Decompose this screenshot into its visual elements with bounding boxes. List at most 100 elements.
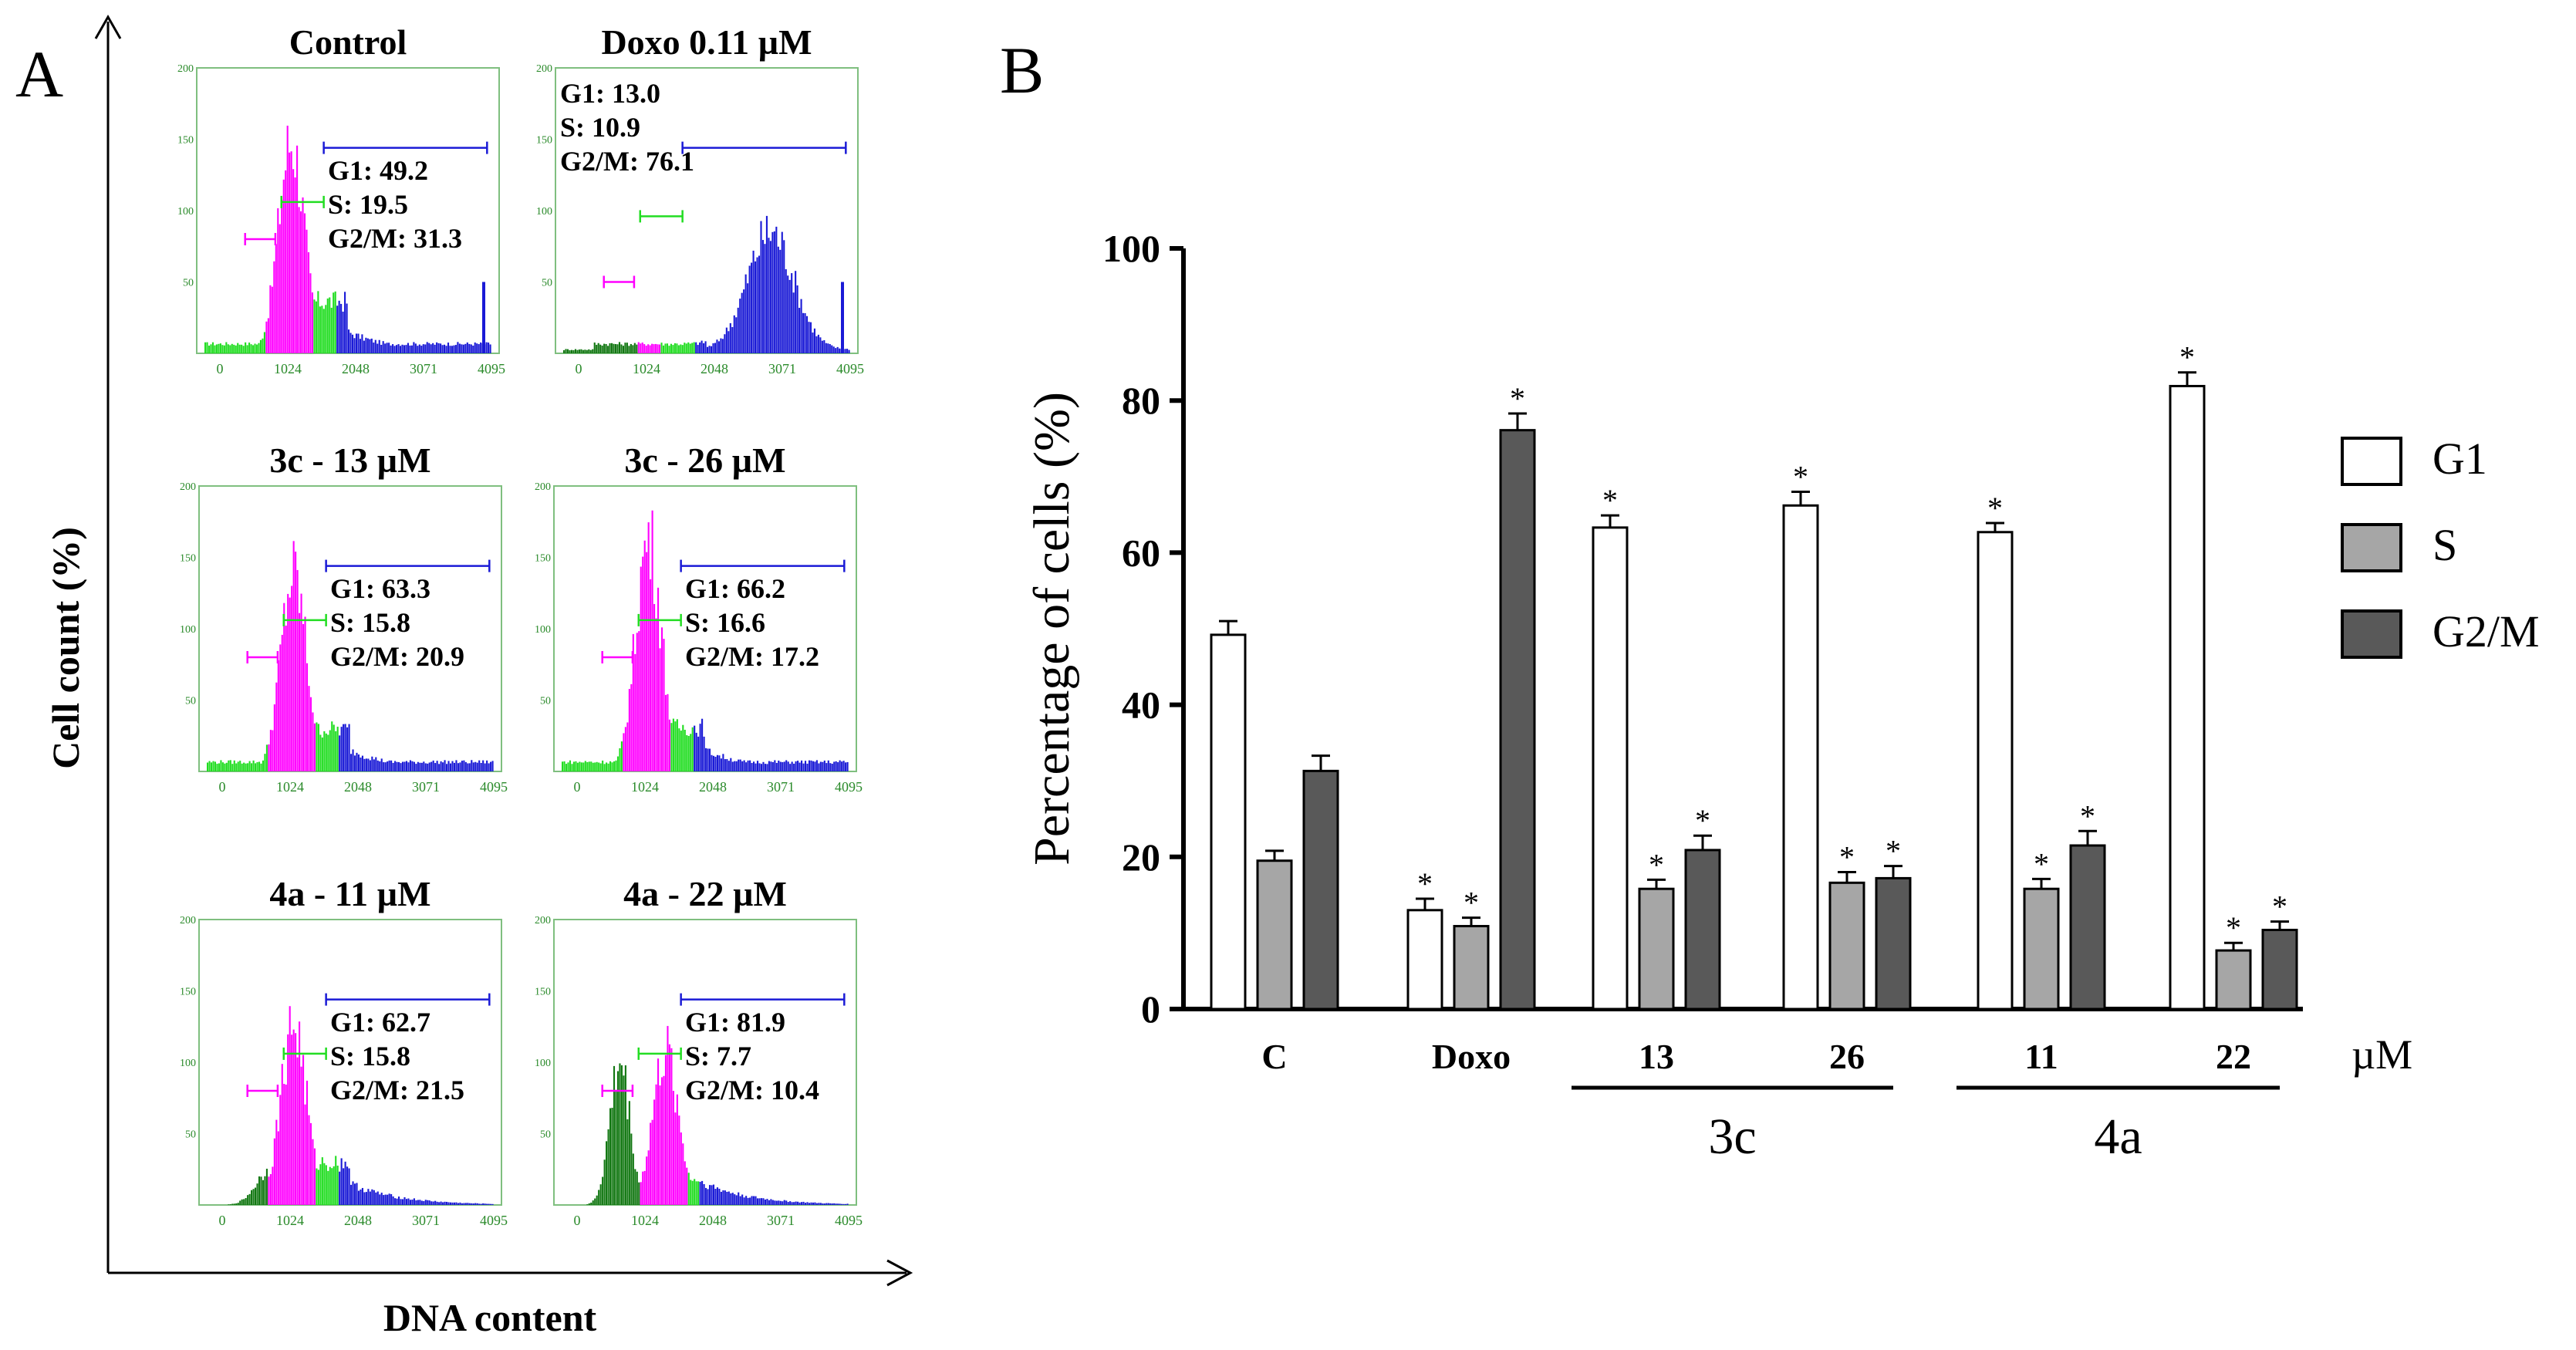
histogram-bin [241, 344, 243, 353]
histogram-bin [221, 345, 224, 353]
histogram-bin [775, 1200, 778, 1205]
histogram-bin [409, 1200, 411, 1205]
histogram-bin [842, 761, 845, 771]
histogram-bin [572, 349, 575, 353]
histogram-bin [396, 1198, 398, 1205]
histogram-bins [586, 1025, 849, 1205]
histogram-bin [565, 764, 568, 771]
histogram-bin [690, 734, 692, 771]
histogram-bin [353, 755, 356, 771]
histogram-bin [686, 734, 688, 771]
histogram-bin [296, 145, 299, 353]
histogram-bin [218, 343, 220, 353]
histogram-bin [480, 763, 482, 771]
histogram-bin [317, 724, 319, 771]
histogram-panel: Doxo 0.11 µM 50 100 150 200 0 1024 2048 3071 4095… [536, 22, 864, 376]
histogram-bin [206, 342, 208, 353]
histogram-x-tick: 3071 [767, 1213, 795, 1228]
histogram-bin [775, 762, 778, 771]
histogram-bin [743, 289, 745, 353]
histogram-bin [356, 752, 358, 771]
histogram-panel: 3c - 13 µM 50 100 150 200 0 1024 2048 3071 4095 G1… [180, 440, 508, 795]
histogram-bin [331, 721, 333, 771]
histogram-bin [670, 723, 673, 771]
bar-series: * * * * * [1210, 340, 2206, 1011]
y-tick-label: 0 [1141, 987, 1160, 1031]
histogram-bin [598, 1190, 600, 1205]
histogram-bin [716, 339, 718, 353]
histogram-bin [233, 344, 235, 353]
histogram-frame [553, 485, 857, 772]
histogram-x-tick: 2048 [344, 779, 372, 795]
histogram-bin [640, 1182, 642, 1205]
histogram-bin [260, 1176, 262, 1205]
histogram-bin [242, 346, 245, 353]
histogram-bin [221, 762, 224, 771]
histogram-bin [273, 704, 275, 771]
significance-marker: * [2179, 340, 2195, 375]
histogram-bin [356, 1183, 358, 1205]
histogram-bin [405, 1199, 408, 1205]
histogram-bin [333, 292, 335, 353]
histogram-x-tick: 2048 [701, 361, 728, 376]
histogram-x-tick: 4095 [480, 1213, 508, 1228]
histogram-bin [778, 1200, 780, 1205]
histogram-bin [771, 1200, 774, 1205]
histogram-bin [641, 343, 643, 353]
histogram-bin [574, 349, 576, 353]
histogram-bin [419, 762, 421, 771]
histogram-stat-g2m: G2/M: 17.2 [685, 641, 819, 672]
histogram-bin [586, 1204, 589, 1205]
histogram-stat-g2m: G2/M: 76.1 [560, 146, 694, 177]
histogram-bin [755, 763, 757, 771]
histogram-bin [771, 761, 774, 771]
histogram-bin [371, 1189, 373, 1205]
histogram-bin [783, 1200, 785, 1205]
histogram-bin [463, 1203, 465, 1205]
histogram-bin [628, 1101, 630, 1205]
histogram-bin [379, 1194, 381, 1205]
histogram-bin [580, 349, 582, 353]
histogram-bin [674, 343, 676, 353]
histogram-bin [739, 1196, 741, 1205]
histogram-bin [488, 1203, 490, 1205]
histogram-bin [309, 273, 312, 353]
histogram-stat-g2m: G2/M: 21.5 [330, 1075, 464, 1105]
significance-marker: * [1695, 803, 1710, 838]
histogram-bin [745, 762, 748, 771]
histogram-bin [229, 345, 231, 353]
histogram-bin [822, 1203, 824, 1205]
histogram-bin [430, 344, 432, 353]
legend: G1 S G2/M [2341, 434, 2540, 659]
histogram-bin [815, 760, 818, 771]
histogram-bin [768, 1200, 770, 1205]
histogram-bin [313, 299, 316, 353]
histogram-bin [738, 759, 740, 771]
histogram-bin [620, 1065, 623, 1205]
histogram-bin [417, 1200, 419, 1205]
histogram-bin [353, 338, 356, 353]
histogram-bin [442, 1202, 444, 1205]
histogram-bin [779, 249, 782, 353]
histogram-bin [325, 733, 327, 771]
histogram-stat-s: S: 7.7 [685, 1041, 751, 1072]
histogram-bin [352, 749, 354, 771]
histogram-bin [768, 761, 770, 771]
histogram-bin [628, 689, 630, 771]
histogram-bin [620, 741, 623, 771]
histogram-bin [687, 735, 690, 771]
histogram-bin [678, 1115, 680, 1205]
histogram-bin [630, 343, 632, 353]
histogram-bin [664, 343, 667, 353]
histogram-bin [705, 1187, 707, 1205]
histogram-bin [783, 240, 785, 353]
histogram-bin [842, 1203, 845, 1205]
histogram-bin [403, 1196, 406, 1205]
gate-marker-s [639, 210, 684, 223]
histogram-bins [207, 541, 494, 771]
histogram-bin [238, 344, 241, 353]
histogram-title: Control [289, 22, 407, 62]
histogram-bin [832, 346, 835, 353]
histogram-bin [793, 763, 795, 771]
histogram-bin [670, 343, 672, 353]
